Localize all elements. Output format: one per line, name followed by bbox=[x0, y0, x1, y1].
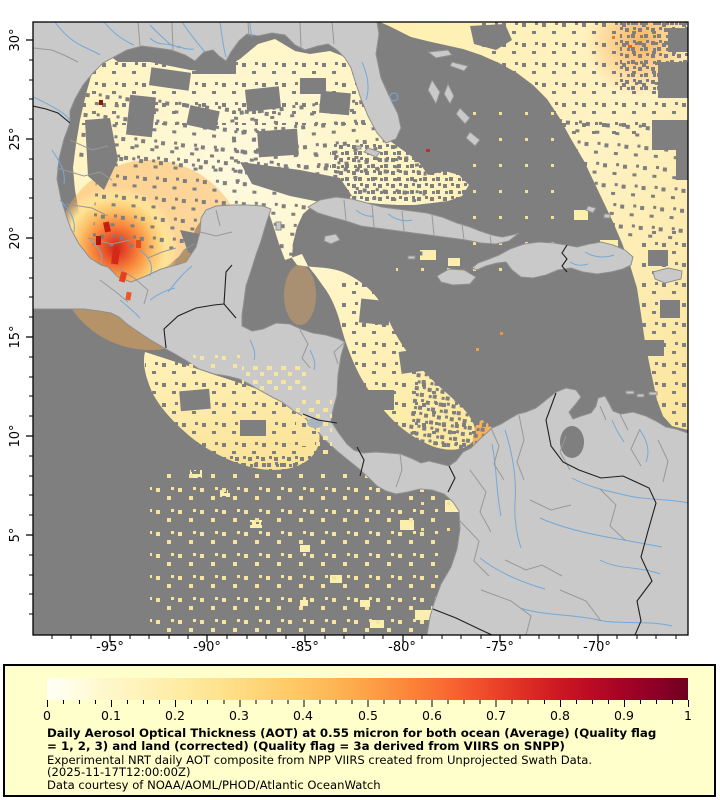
border-us-mexico bbox=[33, 105, 71, 124]
lat-label-10: 10° bbox=[8, 424, 23, 448]
colorbar-label-01: 0.1 bbox=[101, 708, 121, 723]
map-canvas bbox=[26, 21, 689, 642]
border-panama-colombia bbox=[447, 465, 456, 493]
border-colombia-ecuador bbox=[432, 608, 493, 635]
lat-label-5: 5° bbox=[8, 527, 23, 543]
international-borders-layer bbox=[33, 105, 657, 635]
border-belize bbox=[223, 264, 233, 305]
caption-title: Daily Aerosol Optical Thickness (AOT) at… bbox=[47, 726, 657, 754]
colorbar-label-1: 1 bbox=[684, 708, 692, 723]
x-axis-major-ticks bbox=[109, 635, 599, 642]
map-figure: 30° 25° 20° 15° 10° 5° -95° -90° -85° -8… bbox=[8, 21, 689, 655]
lat-label-15: 15° bbox=[8, 325, 23, 349]
lon-label-70: -70° bbox=[583, 640, 611, 655]
x-axis-minor-ticks bbox=[51, 635, 677, 639]
colorbar-label-02: 0.2 bbox=[165, 708, 185, 723]
lon-label-80: -80° bbox=[388, 640, 416, 655]
colorbar-label-08: 0.8 bbox=[550, 708, 570, 723]
lon-label-90: -90° bbox=[193, 640, 221, 655]
border-colombia-venezuela bbox=[545, 392, 657, 635]
islands-layer bbox=[275, 49, 683, 398]
lon-label-75: -75° bbox=[486, 640, 514, 655]
colorbar-major-ticks bbox=[47, 700, 689, 707]
lat-label-30: 30° bbox=[8, 28, 23, 52]
island-cuba bbox=[307, 196, 520, 245]
lat-label-20: 20° bbox=[8, 226, 23, 250]
legend-panel: 0 0.1 0.2 0.3 0.4 0.5 0.6 0.7 0.8 0.9 1 … bbox=[3, 664, 716, 797]
colorbar-label-06: 0.6 bbox=[422, 708, 442, 723]
caption-timestamp: (2025-11-17T12:00:00Z) bbox=[47, 765, 191, 780]
colorbar-label-04: 0.4 bbox=[293, 708, 313, 723]
colorbar-label-07: 0.7 bbox=[486, 708, 506, 723]
lon-label-95: -95° bbox=[96, 640, 124, 655]
land-mainland bbox=[33, 22, 688, 635]
lake-nicaragua bbox=[307, 418, 323, 428]
colorbar-label-09: 0.9 bbox=[614, 708, 634, 723]
y-axis-minor-ticks bbox=[29, 59, 33, 615]
axes-frame bbox=[26, 21, 689, 642]
lon-label-85: -85° bbox=[291, 640, 319, 655]
lake-maracaibo bbox=[560, 426, 584, 458]
colorbar-label-0: 0 bbox=[43, 708, 51, 723]
island-jamaica bbox=[436, 268, 477, 286]
border-nicaragua-costa-rica bbox=[302, 413, 338, 424]
lat-label-25: 25° bbox=[8, 127, 23, 151]
caption-experimental: Experimental NRT daily AOT composite fro… bbox=[47, 752, 593, 767]
border-costa-rica-panama bbox=[356, 446, 365, 477]
internal-borders-layer bbox=[33, 22, 669, 635]
island-puerto-rico bbox=[652, 267, 683, 284]
rivers-layer bbox=[33, 22, 688, 627]
border-mexico-guatemala bbox=[163, 303, 225, 349]
caption-courtesy: Data courtesy of NOAA/AOML/PHOD/Atlantic… bbox=[47, 778, 381, 792]
border-haiti-dominican bbox=[561, 244, 568, 273]
y-axis-major-ticks bbox=[26, 39, 33, 536]
island-hispaniola bbox=[471, 241, 634, 279]
colorbar-label-05: 0.5 bbox=[358, 708, 378, 723]
lake-okeechobee bbox=[389, 92, 399, 102]
caption-block: Daily Aerosol Optical Thickness (AOT) at… bbox=[47, 726, 659, 792]
colorbar-label-03: 0.3 bbox=[229, 708, 249, 723]
high-aot-dots bbox=[96, 36, 632, 351]
colorbar-gradient bbox=[47, 678, 688, 700]
